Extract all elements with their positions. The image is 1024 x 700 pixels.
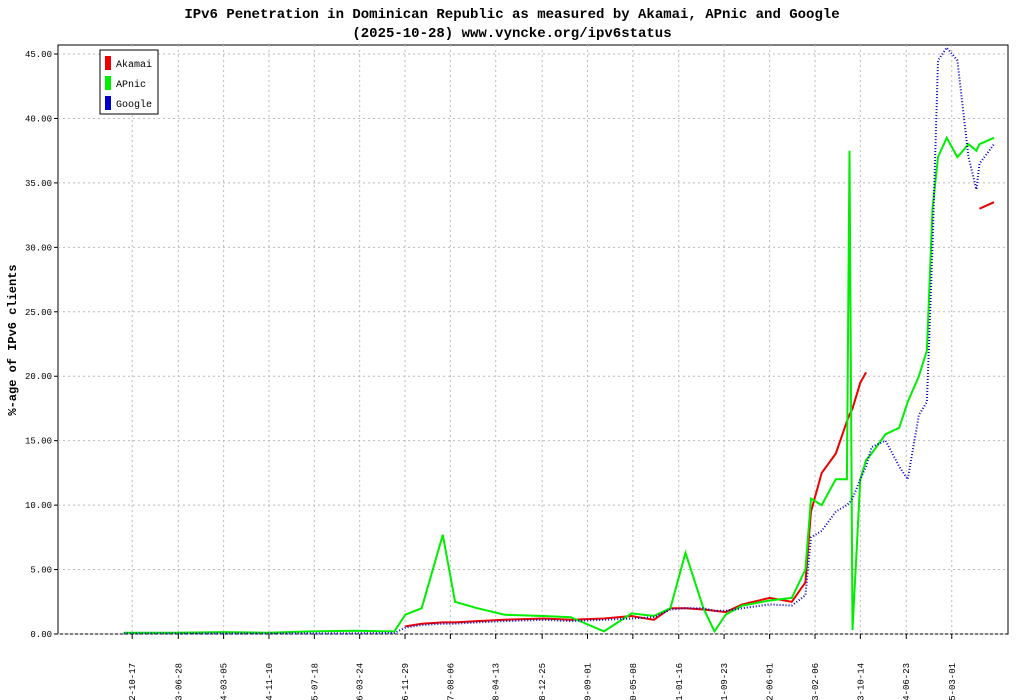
- chart-subtitle: (2025-10-28) www.vyncke.org/ipv6status: [352, 26, 671, 42]
- x-tick-label: 2019-09-01: [584, 663, 594, 700]
- x-tick-label: 2012-10-17: [128, 663, 138, 700]
- y-tick-label: 15.00: [25, 437, 52, 447]
- x-tick-label: 2020-05-08: [629, 663, 639, 700]
- x-tick-label: 2014-03-05: [220, 663, 230, 700]
- y-tick-label: 45.00: [25, 50, 52, 60]
- y-tick-label: 30.00: [25, 243, 52, 253]
- y-tick-label: 5.00: [30, 566, 52, 576]
- x-tick-label: 2018-12-25: [538, 663, 548, 700]
- legend-label: APnic: [116, 79, 146, 91]
- x-tick-label: 2015-07-18: [310, 663, 320, 700]
- legend-swatch: [105, 56, 111, 70]
- y-tick-label: 20.00: [25, 372, 52, 382]
- x-tick-label: 2021-01-16: [675, 663, 685, 700]
- series-line: [123, 135, 995, 634]
- x-tick-label: 2014-11-10: [265, 663, 275, 700]
- x-tick-label: 2025-03-01: [948, 663, 958, 700]
- y-tick-label: 10.00: [25, 501, 52, 511]
- chart-title: IPv6 Penetration in Dominican Republic a…: [184, 7, 839, 23]
- legend-label: Google: [116, 99, 152, 111]
- x-tick-label: 2016-11-29: [401, 663, 411, 700]
- y-axis-label: %-age of IPv6 clients: [6, 264, 20, 415]
- x-tick-label: 2021-09-23: [720, 663, 730, 700]
- legend-swatch: [105, 96, 111, 110]
- y-tick-label: 40.00: [25, 114, 52, 124]
- x-tick-label: 2023-10-14: [856, 663, 866, 700]
- legend-swatch: [105, 76, 111, 90]
- plot-area: [57, 44, 1009, 635]
- x-tick-label: 2022-06-01: [766, 663, 776, 700]
- y-tick-label: 25.00: [25, 308, 52, 318]
- x-tick-label: 2023-02-06: [811, 663, 821, 700]
- x-tick-label: 2018-04-13: [492, 663, 502, 700]
- x-tick-label: 2013-06-28: [174, 663, 184, 700]
- x-tick-label: 2016-03-24: [356, 663, 366, 700]
- y-tick-label: 35.00: [25, 179, 52, 189]
- legend-label: Akamai: [116, 59, 152, 71]
- x-tick-label: 2017-08-06: [446, 663, 456, 700]
- y-tick-label: 0.00: [30, 630, 52, 640]
- legend: Akamai APnic Google: [99, 49, 159, 115]
- x-tick-label: 2024-06-23: [902, 663, 912, 700]
